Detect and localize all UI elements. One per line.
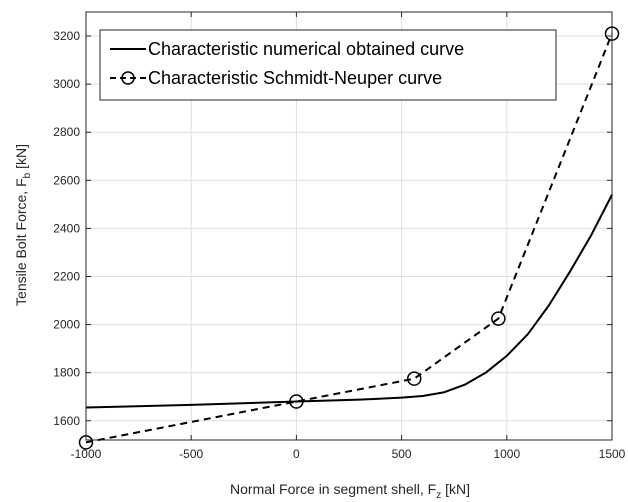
legend-marker-schmidt-neuper [121,71,135,85]
y-tick-label: 1600 [53,414,80,428]
x-tick-label: 1000 [493,447,520,461]
x-axis-label-sub: z [436,490,441,501]
axis-ticks [85,12,613,440]
series-marker-schmidt-neuper [289,394,304,409]
legend: Characteristic numerical obtained curve … [99,29,557,101]
y-tick-label: 3000 [53,77,80,91]
y-tick-label: 3200 [53,29,80,43]
axis-tick-labels: -1000 -500 0 500 1000 1500 1600 1800 2000 2200 240… [53,29,625,461]
legend-box [99,29,557,101]
plot-frame [85,11,613,441]
legend-label-numerical: Characteristic numerical obtained curve [148,39,464,59]
y-tick-label: 2400 [53,221,80,235]
y-tick-label: 2200 [53,269,80,283]
series-marker-schmidt-neuper [406,371,422,386]
y-tick-label: 1800 [53,366,80,380]
x-tick-label: 1500 [599,447,626,461]
x-axis-label-main: Normal Force in segment shell, F [230,481,436,497]
y-axis-label-main: Tensile Bolt Force, F [13,178,29,306]
x-tick-label: 0 [293,447,300,461]
series-marker-schmidt-neuper [491,311,506,326]
y-tick-label: 2600 [53,173,80,187]
x-tick-label: -500 [179,447,203,461]
x-tick-label: -1000 [71,447,102,461]
series-line-schmidt-neuper [85,33,613,444]
x-axis-label: Normal Force in segment shell, Fz [kN] [230,481,470,501]
x-axis-label-unit: [kN] [441,481,470,497]
legend-label-schmidt-neuper: Characteristic Schmidt-Neuper curve [148,68,442,88]
y-axis-label-unit: [kN] [13,144,29,173]
series-line-numerical [85,194,613,409]
y-axis-label-sub: b [22,172,33,178]
x-tick-label: 500 [392,447,412,461]
y-tick-label: 2000 [53,318,80,332]
y-tick-label: 2800 [53,125,80,139]
y-axis-label: Tensile Bolt Force, Fb [kN] [13,144,33,306]
